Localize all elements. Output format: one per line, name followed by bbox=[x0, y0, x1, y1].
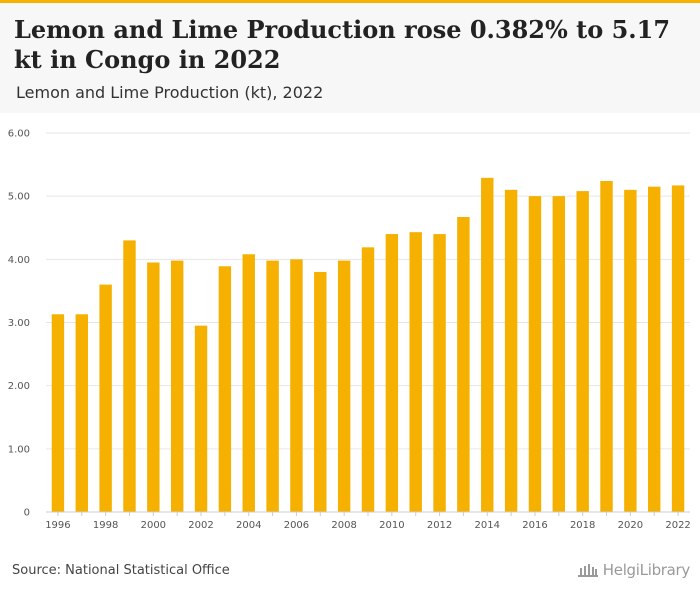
y-tick-label: 4.00 bbox=[8, 255, 30, 266]
y-tick-label: 6.00 bbox=[8, 129, 30, 140]
bar-2014 bbox=[481, 177, 494, 512]
bar-2019 bbox=[600, 181, 613, 513]
bar-1997 bbox=[75, 314, 88, 512]
x-tick-label: 2006 bbox=[284, 520, 309, 531]
y-axis-ticks: 0 1.00 2.00 3.00 4.00 5.00 6.00 bbox=[8, 129, 30, 519]
bar-2021 bbox=[648, 186, 661, 513]
x-tick-label: 2000 bbox=[141, 520, 166, 531]
bar-2013 bbox=[457, 217, 470, 512]
bar-2005 bbox=[266, 260, 279, 512]
source-note: Source: National Statistical Office bbox=[12, 563, 230, 578]
x-axis-ticks: 1996 1998 2000 2002 2004 2006 2008 2010 2012 2014… bbox=[45, 511, 691, 531]
x-tick-label: 2014 bbox=[475, 520, 500, 531]
y-tick-label: 2.00 bbox=[8, 381, 30, 392]
x-tick-label: 1996 bbox=[45, 520, 70, 531]
x-tick-label: 2018 bbox=[570, 520, 595, 531]
bar-2002 bbox=[194, 325, 208, 512]
chart-subtitle: Lemon and Lime Production (kt), 2022 bbox=[16, 83, 324, 102]
y-tick-label: 1.00 bbox=[8, 444, 30, 455]
chart-header: Lemon and Lime Production rose 0.382% to… bbox=[0, 3, 700, 113]
bar-2006 bbox=[290, 259, 303, 512]
bar-2007 bbox=[314, 271, 327, 512]
y-tick-label: 0 bbox=[24, 508, 30, 519]
chart-headline: Lemon and Lime Production rose 0.382% to… bbox=[14, 15, 671, 74]
logo-text: HelgiLibrary bbox=[602, 561, 691, 579]
x-tick-label: 2020 bbox=[618, 520, 643, 531]
bar-2009 bbox=[361, 247, 375, 512]
bar-1996 bbox=[51, 314, 65, 512]
x-tick-label: 2022 bbox=[665, 520, 690, 531]
x-tick-label: 2002 bbox=[188, 520, 213, 531]
bar-1999 bbox=[123, 240, 136, 512]
bar-2016 bbox=[528, 196, 542, 512]
helgi-library-logo: HelgiLibrary bbox=[577, 561, 690, 579]
bar-2008 bbox=[337, 260, 351, 512]
accent-top-bar bbox=[0, 0, 700, 3]
x-tick-label: 2004 bbox=[236, 520, 261, 531]
bar-2012 bbox=[433, 234, 446, 513]
y-tick-label: 5.00 bbox=[8, 192, 30, 203]
bar-2000 bbox=[147, 262, 160, 512]
bar-2003 bbox=[218, 266, 232, 512]
x-tick-label: 2010 bbox=[379, 520, 404, 531]
x-tick-label: 2012 bbox=[427, 520, 452, 531]
bar-2015 bbox=[504, 189, 518, 512]
x-tick-label: 2008 bbox=[331, 520, 356, 531]
bar-2011 bbox=[409, 232, 422, 512]
bar-2001 bbox=[170, 260, 184, 512]
x-tick-label: 1998 bbox=[93, 520, 118, 531]
y-tick-label: 3.00 bbox=[8, 318, 30, 329]
bar-1998 bbox=[99, 284, 112, 512]
bar-chart: 0 1.00 2.00 3.00 4.00 5.00 6.00 1996 1998 2000 20… bbox=[0, 113, 700, 533]
bar-2004 bbox=[242, 254, 255, 512]
bar-2020 bbox=[624, 189, 637, 512]
bar-2010 bbox=[385, 234, 399, 513]
x-tick-label: 2016 bbox=[522, 520, 547, 531]
bar-chart-svg: 0 1.00 2.00 3.00 4.00 5.00 6.00 1996 1998 2000 20… bbox=[8, 129, 691, 532]
bar-2018 bbox=[576, 191, 589, 512]
bars bbox=[51, 177, 685, 513]
bar-2017 bbox=[552, 196, 566, 512]
bar-2022 bbox=[671, 185, 685, 512]
library-building-icon bbox=[577, 564, 598, 577]
